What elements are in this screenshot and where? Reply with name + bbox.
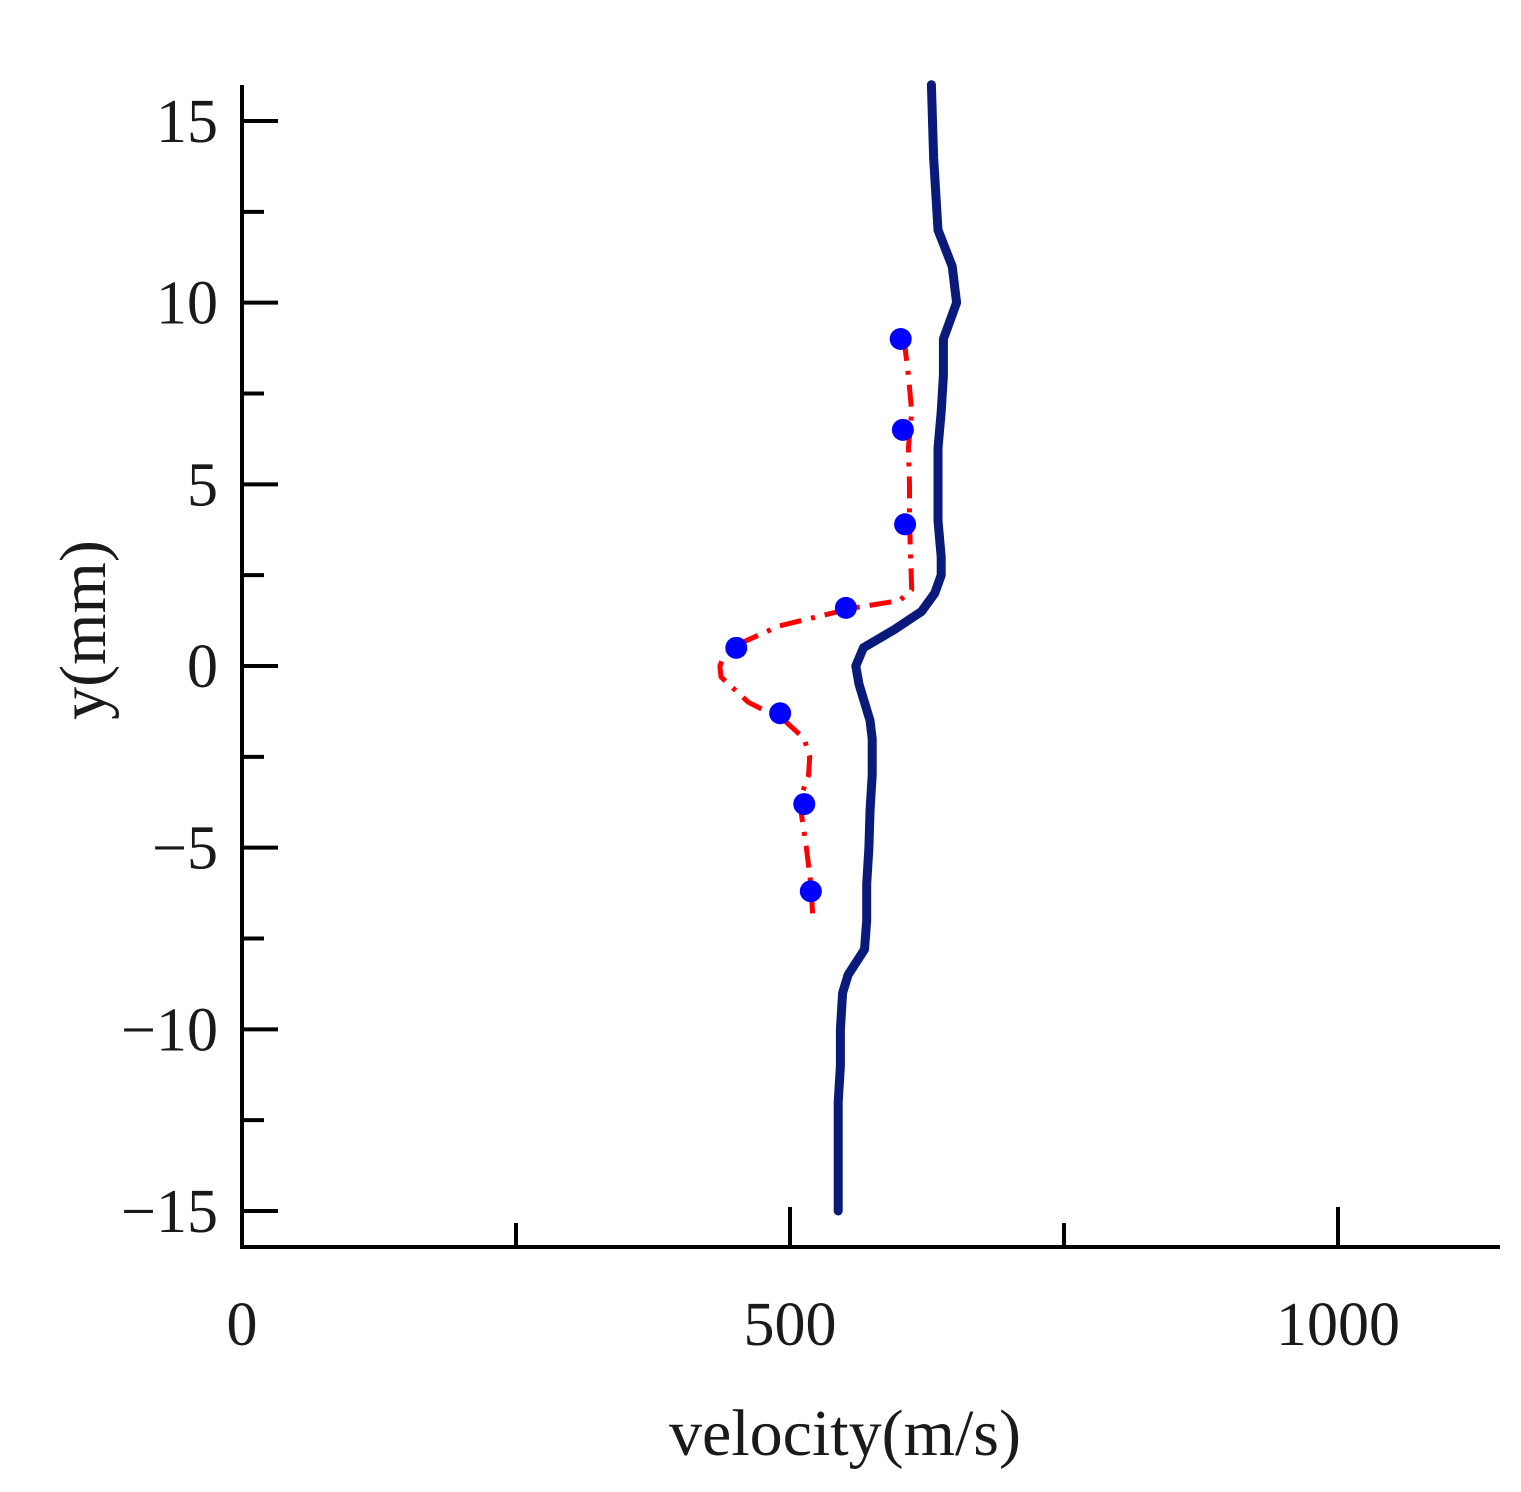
data-point-marker bbox=[769, 702, 792, 725]
dash-dot-series-line bbox=[717, 338, 915, 921]
x-tick-label: 0 bbox=[227, 1291, 258, 1359]
series bbox=[717, 80, 962, 1216]
solid-series-line bbox=[833, 80, 962, 1216]
x-tick-label: 500 bbox=[744, 1291, 837, 1359]
x-tick-label: 1000 bbox=[1276, 1291, 1400, 1359]
data-point-marker bbox=[793, 793, 816, 816]
y-tick-label: −10 bbox=[121, 996, 218, 1064]
data-point-marker bbox=[725, 636, 748, 659]
data-point-marker bbox=[834, 596, 857, 619]
axes bbox=[240, 85, 1500, 1249]
data-point-marker bbox=[799, 880, 822, 903]
y-tick-label: 15 bbox=[156, 88, 218, 156]
data-point-marker bbox=[894, 513, 917, 536]
y-tick-label: 5 bbox=[187, 451, 218, 519]
y-tick-label: −15 bbox=[121, 1178, 218, 1246]
ticks bbox=[242, 119, 1340, 1247]
y-tick-label: 0 bbox=[187, 633, 218, 701]
y-tick-label: 10 bbox=[156, 270, 218, 338]
y-axis-title: y(mm) bbox=[47, 540, 120, 720]
data-point-marker bbox=[889, 328, 912, 350]
data-point-marker bbox=[891, 418, 914, 441]
y-tick-label: −5 bbox=[152, 815, 218, 883]
x-axis-title: velocity(m/s) bbox=[669, 1397, 1021, 1470]
